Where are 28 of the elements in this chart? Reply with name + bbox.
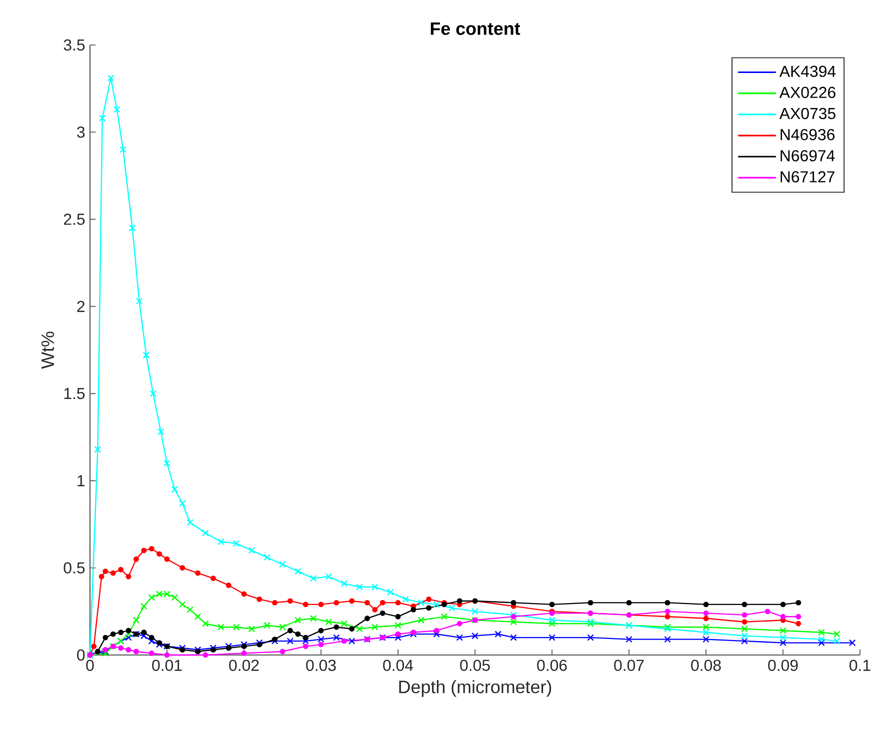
y-tick-label: 3	[77, 126, 85, 138]
legend-label: N46936	[780, 128, 835, 140]
y-tick-label: 0	[77, 649, 85, 661]
x-tick-label: 0.02	[229, 660, 259, 671]
x-tick-label: 0.1	[850, 660, 870, 671]
chart-title: Fe content	[430, 22, 520, 35]
x-tick-label: 0.09	[768, 660, 798, 671]
x-tick-label: 0.01	[152, 660, 182, 671]
y-tick-label: 0.5	[64, 562, 85, 574]
legend-label: AX0226	[779, 86, 836, 98]
x-tick-label: 0.08	[691, 660, 721, 671]
x-tick-label: 0.07	[614, 660, 644, 671]
x-tick-label: 0.03	[306, 660, 336, 671]
y-tick-label: 1.5	[64, 388, 85, 400]
x-tick-label: 0.06	[537, 660, 567, 671]
y-tick-label: 3.5	[64, 39, 85, 51]
legend-label: N67127	[780, 171, 834, 182]
y-tick-label: 1	[78, 475, 85, 486]
legend-label: AX0735	[779, 108, 836, 120]
x-tick-label: 0.04	[383, 660, 414, 671]
legend-label: N66974	[780, 150, 835, 162]
x-tick-label: 0	[86, 660, 94, 671]
x-axis-title: Depth (micrometer)	[399, 680, 552, 697]
x-tick-label: 0.05	[460, 660, 490, 671]
legend-label: AK4394	[779, 66, 836, 77]
y-tick-label: 2.5	[64, 214, 85, 225]
y-axis-title: Wt%	[41, 332, 54, 369]
y-tick-label: 2	[77, 300, 85, 312]
